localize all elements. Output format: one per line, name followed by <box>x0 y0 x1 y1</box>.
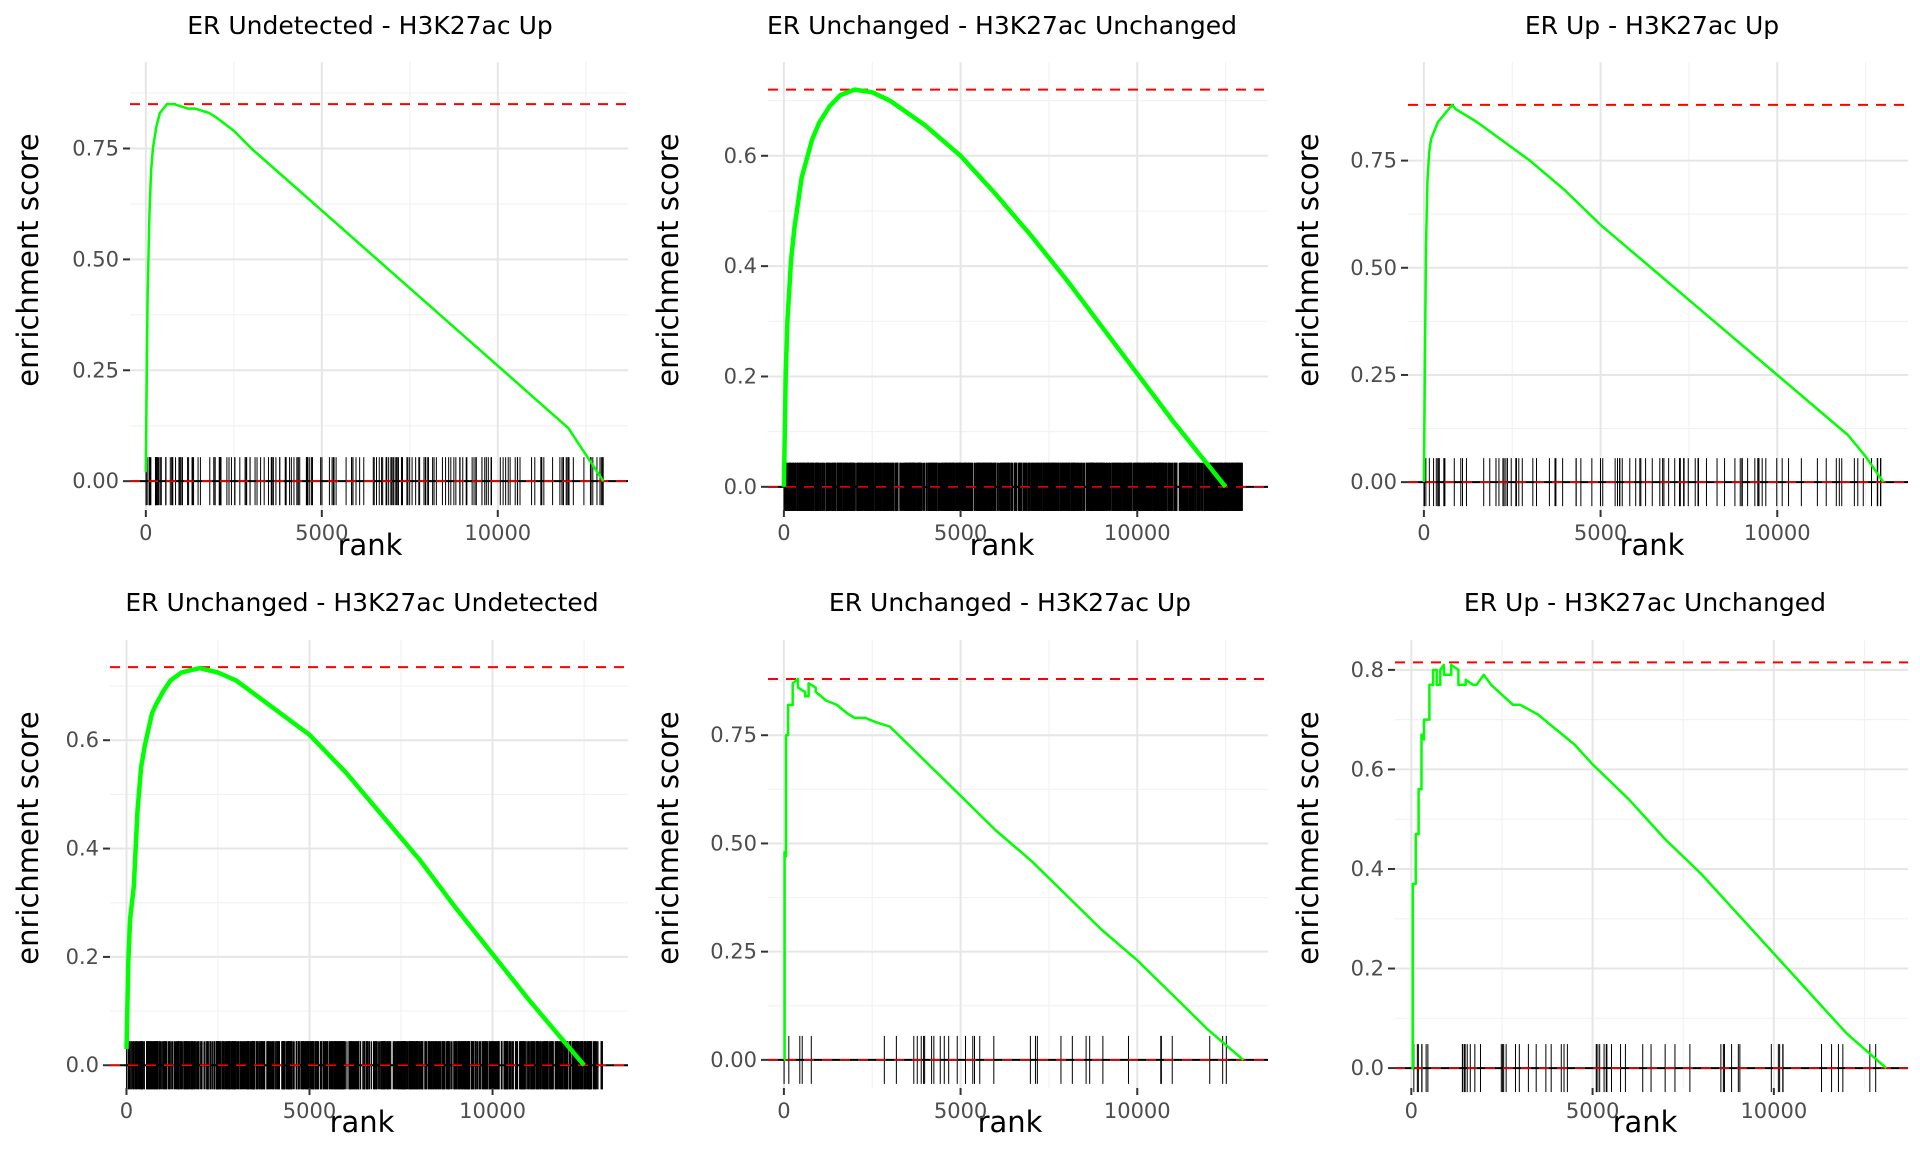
x-tick-label: 10000 <box>1744 521 1811 545</box>
x-axis-title: rank <box>1613 1105 1678 1139</box>
x-tick-label: 0 <box>139 521 152 545</box>
enrichment-curve <box>781 87 1228 489</box>
y-tick-label: 0.00 <box>1350 470 1397 494</box>
enrichment-curve <box>144 102 605 482</box>
panel-title: ER Unchanged - H3K27ac Unchanged <box>767 11 1237 40</box>
y-tick-label: 0.75 <box>710 723 757 747</box>
panel-title: ER Undetected - H3K27ac Up <box>187 11 553 40</box>
y-tick-label: 0.2 <box>66 945 99 969</box>
enrichment-curve <box>783 677 1245 1062</box>
x-tick-label: 5000 <box>283 1099 336 1123</box>
plot-area: 0.0 0.2 0.4 0.6 0.8 0 5000 10000 <box>1351 640 1908 1123</box>
y-tick-label: 0.75 <box>72 136 119 160</box>
plot-area: 0.00 0.25 0.50 0.75 0 5000 10000 <box>72 62 628 545</box>
y-axis-title: enrichment score <box>1291 133 1325 387</box>
y-axis-title: enrichment score <box>11 133 45 387</box>
x-tick-label: 0 <box>1417 521 1430 545</box>
y-tick-label: 0.4 <box>724 254 757 278</box>
y-axis-title: enrichment score <box>651 133 685 387</box>
y-tick-label: 0.25 <box>710 940 757 964</box>
x-tick-label: 10000 <box>1104 1099 1171 1123</box>
y-tick-label: 0.6 <box>724 144 757 168</box>
panel-title: ER Up - H3K27ac Unchanged <box>1464 588 1826 617</box>
y-axis-title: enrichment score <box>1291 711 1325 965</box>
panel-1: ER Undetected - H3K27ac Up enrichment sc… <box>11 11 628 562</box>
y-tick-label: 0.6 <box>1351 757 1384 781</box>
plot-area: 0.0 0.2 0.4 0.6 0 5000 10000 <box>66 640 628 1123</box>
y-tick-label: 0.50 <box>710 831 757 855</box>
panel-title: ER Unchanged - H3K27ac Up <box>829 588 1191 617</box>
x-axis-title: rank <box>330 1105 395 1139</box>
y-tick-label: 0.00 <box>72 469 119 493</box>
y-tick-label: 0.75 <box>1350 149 1397 173</box>
hit-ticks <box>1423 458 1882 507</box>
panel-4: ER Unchanged - H3K27ac Undetected enrich… <box>11 588 628 1139</box>
x-axis-title: rank <box>338 528 403 562</box>
x-tick-label: 5000 <box>934 1099 987 1123</box>
y-tick-label: 0.0 <box>1351 1056 1384 1080</box>
y-tick-label: 0.50 <box>1350 256 1397 280</box>
y-tick-label: 0.2 <box>1351 957 1384 981</box>
x-axis-title: rank <box>978 1105 1043 1139</box>
enrichment-curve <box>1411 663 1888 1070</box>
x-tick-label: 0 <box>777 1099 790 1123</box>
y-tick-label: 0.8 <box>1351 658 1384 682</box>
panel-title: ER Unchanged - H3K27ac Undetected <box>125 588 598 617</box>
x-tick-label: 0 <box>777 521 790 545</box>
x-tick-label: 0 <box>1405 1099 1418 1123</box>
x-tick-label: 5000 <box>295 521 348 545</box>
plot-area: 0.00 0.25 0.50 0.75 0 5000 10000 <box>710 640 1268 1123</box>
plot-area: 0.0 0.2 0.4 0.6 0 5000 10000 <box>724 62 1268 545</box>
y-tick-label: 0.4 <box>1351 857 1384 881</box>
y-tick-label: 0.0 <box>724 475 757 499</box>
enrichment-curve <box>124 665 586 1067</box>
y-axis-title: enrichment score <box>651 711 685 965</box>
panel-3: ER Up - H3K27ac Up enrichment score rank… <box>1291 11 1908 562</box>
y-tick-label: 0.2 <box>724 364 757 388</box>
x-axis-title: rank <box>1620 528 1685 562</box>
y-tick-label: 0.50 <box>72 247 119 271</box>
y-tick-label: 0.4 <box>66 837 99 861</box>
x-tick-label: 10000 <box>1740 1099 1807 1123</box>
panel-6: ER Up - H3K27ac Unchanged enrichment sco… <box>1291 588 1908 1139</box>
x-tick-label: 5000 <box>934 521 987 545</box>
plot-area: 0.00 0.25 0.50 0.75 0 5000 10000 <box>1350 62 1908 545</box>
x-tick-label: 10000 <box>464 521 531 545</box>
x-tick-label: 10000 <box>459 1099 526 1123</box>
enrichment-curve <box>1422 103 1885 483</box>
x-tick-label: 0 <box>120 1099 133 1123</box>
y-tick-label: 0.00 <box>710 1048 757 1072</box>
x-tick-label: 5000 <box>1574 521 1627 545</box>
panel-title: ER Up - H3K27ac Up <box>1525 11 1779 40</box>
x-tick-label: 10000 <box>1104 521 1171 545</box>
panel-5: ER Unchanged - H3K27ac Up enrichment sco… <box>651 588 1268 1139</box>
y-axis-title: enrichment score <box>11 711 45 965</box>
x-axis-title: rank <box>970 528 1035 562</box>
y-tick-label: 0.6 <box>66 728 99 752</box>
x-tick-label: 5000 <box>1566 1099 1619 1123</box>
y-tick-label: 0.25 <box>1350 363 1397 387</box>
y-tick-label: 0.25 <box>72 358 119 382</box>
y-tick-label: 0.0 <box>66 1053 99 1077</box>
panel-2: ER Unchanged - H3K27ac Unchanged enrichm… <box>651 11 1268 562</box>
